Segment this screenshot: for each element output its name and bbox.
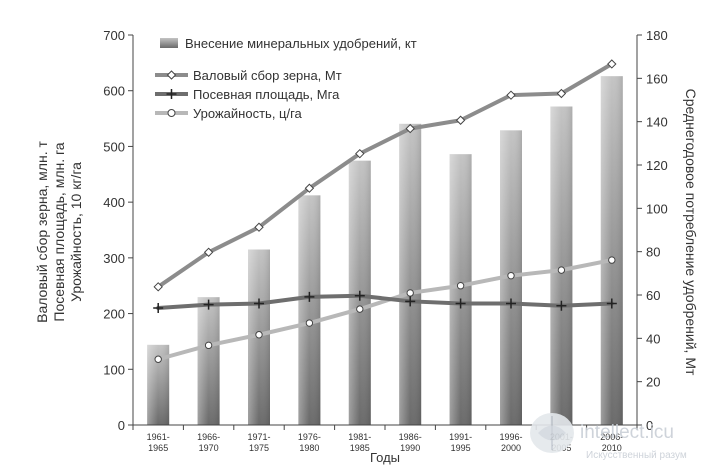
plus-point [254, 298, 264, 309]
legend: Внесение минеральных удобрений, кт Валов… [155, 36, 417, 121]
legend-label-area: Посевная площадь, Мга [193, 87, 340, 102]
x-tick-label: 2006-2010 [600, 432, 623, 453]
circle-point [154, 355, 162, 363]
legend-plus-marker-icon [166, 89, 177, 99]
right-tick-label: 140 [646, 115, 668, 130]
series-line-3 [156, 258, 614, 362]
left-tick-label: 0 [118, 418, 125, 433]
legend-label-fertilizer: Внесение минеральных удобрений, кт [185, 36, 417, 51]
x-tick-label: 1981-1985 [348, 432, 371, 453]
x-tick-label: 1961-1965 [147, 432, 170, 453]
watermark-subtext: Искусственный разум [586, 450, 687, 461]
left-axis-title-line-2: Посевная площадь, млн. га [51, 142, 67, 321]
right-axis-title: Среднегодовое потребление удобрений, Мт [683, 89, 699, 376]
plus-point [556, 300, 567, 311]
watermark: intellect.icu Искусственный разум [530, 413, 687, 461]
left-tick-label: 200 [103, 307, 125, 322]
legend-label-grain: Валовый сбор зерна, Мт [193, 68, 342, 83]
diamond-point [556, 88, 567, 99]
plus-point [455, 298, 466, 309]
right-tick-label: 180 [646, 28, 668, 43]
fertilizer-bar-shade [197, 297, 220, 425]
left-axis-title-line-3: Урожайность, 10 кг/га [68, 162, 84, 302]
x-axis-title: Годы [370, 450, 400, 465]
diamond-point [455, 115, 466, 125]
legend-item-grain: Валовый сбор зерна, Мт [155, 68, 342, 83]
brain-logo-icon [530, 413, 574, 453]
legend-item-yield: Урожайность, ц/га [155, 106, 303, 121]
legend-label-yield: Урожайность, ц/га [193, 106, 303, 121]
diamond-point [506, 90, 516, 100]
diamond-point [203, 247, 214, 257]
left-axis-title: Валовый сбор зерна, млн. т Посевная площ… [34, 141, 84, 323]
x-tick-label: 1996-2000 [499, 432, 522, 453]
diamond-point [304, 183, 315, 193]
circle-point [305, 319, 314, 327]
legend-diamond-marker-icon [166, 70, 177, 80]
x-tick-label: 1971-1975 [247, 432, 270, 453]
circle-point [356, 305, 364, 313]
plus-point [153, 303, 164, 313]
x-tick-label: 1976-1980 [298, 432, 321, 453]
plus-point [304, 291, 315, 302]
right-tick-label: 120 [646, 158, 668, 173]
plus-point [405, 296, 416, 307]
fertilizer-bars [147, 76, 623, 426]
plus-point [506, 298, 516, 309]
fertilizer-bar-shade [449, 154, 472, 425]
plus-point [606, 298, 617, 309]
plus-point [354, 290, 365, 301]
circle-point [255, 331, 263, 339]
series-line-1 [156, 61, 614, 289]
legend-item-fertilizer: Внесение минеральных удобрений, кт [160, 36, 417, 51]
left-tick-label: 500 [103, 139, 125, 154]
diamond-point [153, 282, 163, 292]
fertilizer-bar-shade [550, 106, 573, 425]
right-tick-label: 0 [646, 418, 653, 433]
left-axis-title-line-1: Валовый сбор зерна, млн. т [34, 141, 50, 323]
left-tick-label: 700 [103, 28, 125, 43]
diamond-point [355, 148, 365, 159]
legend-item-area: Посевная площадь, Мга [155, 87, 340, 102]
circle-point [557, 266, 566, 274]
right-tick-label: 60 [646, 288, 660, 303]
right-tick-label: 20 [646, 375, 660, 390]
fertilizer-bar-shade [399, 123, 422, 425]
fertilizer-bar-shade [600, 76, 623, 426]
diamond-point [607, 59, 617, 69]
x-tick-label: 1966-1970 [197, 432, 220, 453]
axis-ticks: 0 100 200 300 400 500 600 700 0 20 40 60 80 100 120 140… [103, 28, 667, 453]
right-tick-label: 100 [646, 201, 668, 216]
legend-swatch-bar [160, 38, 178, 48]
diamond-point [405, 123, 415, 134]
x-tick-label: 1986-1990 [399, 432, 422, 453]
left-tick-label: 100 [103, 362, 125, 377]
left-tick-label: 600 [103, 84, 125, 99]
fertilizer-bar-shade [298, 195, 321, 425]
right-tick-label: 80 [646, 245, 660, 260]
legend-circle-marker-icon [167, 109, 176, 117]
series-line-2 [156, 293, 614, 310]
circle-point [204, 341, 213, 350]
left-tick-label: 300 [103, 251, 125, 266]
watermark-text: intellect.icu [580, 422, 674, 443]
circle-point [608, 256, 616, 264]
line-series [153, 59, 617, 363]
diamond-point [254, 222, 264, 232]
x-tick-label: 1991-1995 [449, 432, 472, 453]
fertilizer-bar-shade [147, 344, 170, 425]
plus-point [203, 299, 214, 310]
right-tick-label: 40 [646, 331, 660, 346]
circle-point [507, 271, 515, 280]
circle-point [406, 289, 414, 297]
right-tick-label: 160 [646, 71, 668, 86]
left-tick-label: 400 [103, 195, 125, 210]
circle-point [456, 282, 465, 290]
